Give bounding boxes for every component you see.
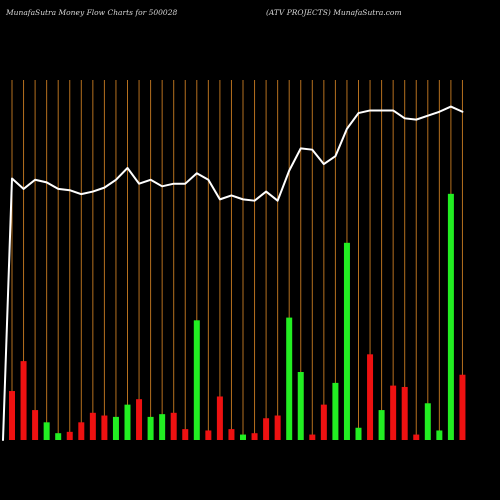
money-flow-bar [286,317,293,440]
money-flow-bar [78,422,85,440]
money-flow-bar [89,412,96,440]
money-flow-bar [147,416,154,440]
price-line [2,105,464,441]
grid-lines [11,80,463,440]
money-flow-bar [378,410,385,440]
money-flow-bar [332,382,339,440]
money-flow-bar [9,391,15,440]
money-flow-bar [20,361,27,440]
money-flow-bar [43,422,50,440]
money-flow-bar [193,320,200,440]
money-flow-bar [182,429,189,440]
money-flow-bar [309,434,316,440]
money-flow-bar [112,416,119,440]
money-flow-bar [251,433,258,440]
money-flow-bar [32,410,39,440]
money-flow-bar [343,242,350,440]
money-flow-bar [216,396,223,440]
money-flow-bar [355,427,362,440]
money-flow-bar [55,433,62,440]
money-flow-bar [320,404,327,440]
chart-title-right: (ATV PROJECTS) MunafaSutra.com [266,8,402,17]
money-flow-bar [66,431,73,440]
money-flow-bar [297,372,304,440]
money-flow-bar [436,430,443,440]
money-flow-bar [424,403,431,440]
money-flow-bar [263,418,270,440]
chart-title: MunafaSutra Money Flow Charts for 500028 [5,8,177,17]
money-flow-bar [401,386,408,440]
money-flow-bar [459,374,466,440]
money-flow-bar [447,193,454,440]
money-flow-bar [240,434,246,440]
money-flow-bar [390,385,397,440]
money-flow-bars [9,193,466,440]
money-flow-bar [159,414,166,440]
money-flow-bar [228,429,235,440]
money-flow-bar [367,354,374,440]
money-flow-bar [205,430,212,440]
money-flow-bar [124,404,131,440]
money-flow-bar [170,412,177,440]
money-flow-bar [101,415,108,440]
money-flow-bar [274,415,281,440]
money-flow-bar [136,399,143,440]
money-flow-bar [413,434,420,440]
